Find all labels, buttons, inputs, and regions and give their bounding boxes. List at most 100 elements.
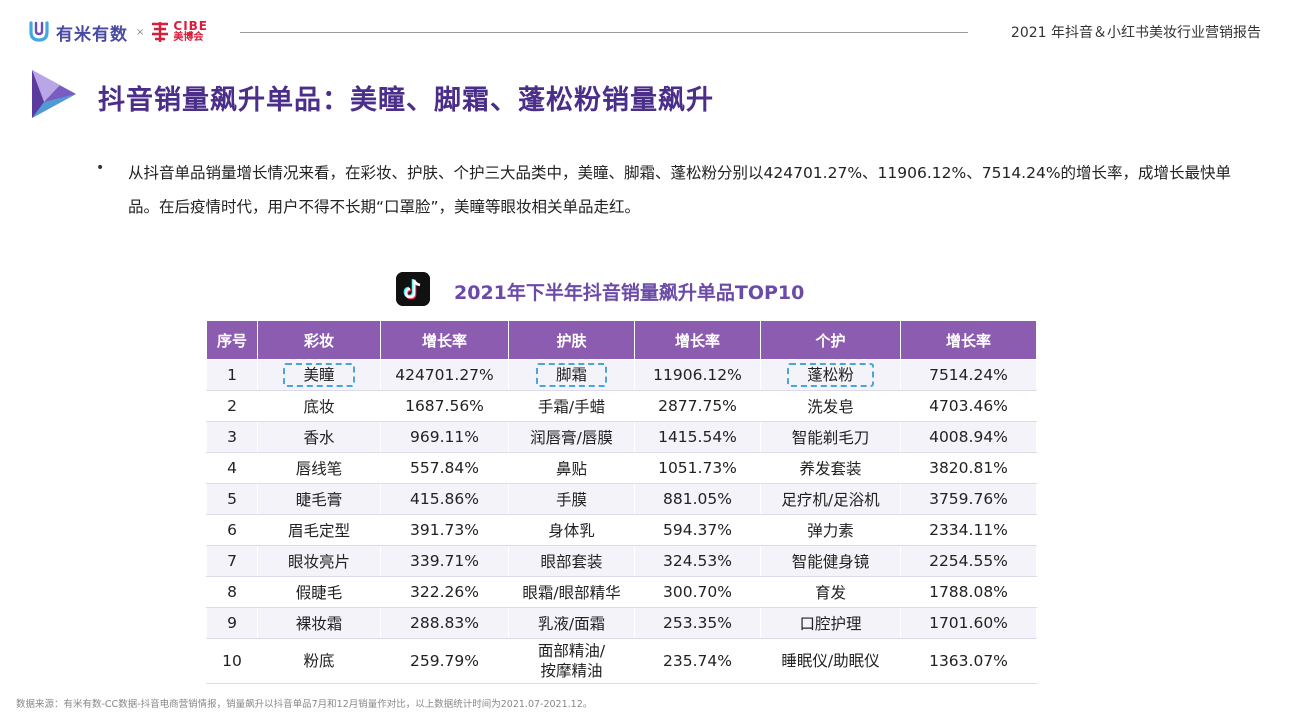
cell-rank: 1 [206, 359, 258, 391]
cell-personal-care-growth: 2334.11% [900, 514, 1037, 546]
cell-rank: 6 [206, 514, 258, 546]
cell-rank: 5 [206, 483, 258, 515]
cell-skincare: 眼部套装 [508, 545, 635, 577]
table-title: 2021年下半年抖音销量飙升单品TOP10 [454, 282, 805, 304]
cell-personal-care: 蓬松粉 [760, 359, 901, 391]
cell-makeup-growth: 259.79% [380, 638, 509, 684]
cell-personal-care: 弹力素 [760, 514, 901, 546]
cell-personal-care-growth: 1363.07% [900, 638, 1037, 684]
cell-makeup: 底妆 [257, 390, 381, 422]
triangle-logo-icon [32, 70, 76, 118]
cell-personal-care: 智能剃毛刀 [760, 421, 901, 453]
table-row: 7 眼妆亮片 339.71% 眼部套装 324.53% 智能健身镜 2254.55% [206, 545, 1037, 577]
cell-makeup-growth: 1687.56% [380, 390, 509, 422]
report-title: 2021 年抖音＆小红书美妆行业营销报告 [1010, 25, 1261, 41]
bullet-text: 从抖音单品销量增长情况来看，在彩妆、护肤、个护三大品类中，美瞳、脚霜、蓬松粉分别… [128, 164, 1232, 216]
cell-skincare: 手霜/手蜡 [508, 390, 635, 422]
cell-makeup: 唇线笔 [257, 452, 381, 484]
cell-skincare: 脚霜 [508, 359, 635, 391]
header-personal-care-growth: 增长率 [900, 320, 1037, 360]
table-row: 10 粉底 259.79% 面部精油/ 按摩精油 235.74% 睡眠仪/助眠仪 1363.… [206, 638, 1037, 684]
header-makeup: 彩妆 [257, 320, 381, 360]
cell-skincare: 身体乳 [508, 514, 635, 546]
cell-skincare: 眼霜/眼部精华 [508, 576, 635, 608]
cell-skincare-growth: 300.70% [634, 576, 761, 608]
cell-personal-care-growth: 7514.24% [900, 359, 1037, 391]
cell-skincare-growth: 881.05% [634, 483, 761, 515]
cell-makeup-growth: 391.73% [380, 514, 509, 546]
table-row: 2 底妆 1687.56% 手霜/手蜡 2877.75% 洗发皂 4703.46% [206, 390, 1037, 422]
cell-personal-care-growth: 3759.76% [900, 483, 1037, 515]
youmi-logo-icon [29, 21, 49, 42]
brand-separator: × [136, 26, 145, 38]
tiktok-icon [396, 272, 430, 306]
brand-name: 有米有数 [56, 24, 128, 45]
cell-makeup: 裸妆霜 [257, 607, 381, 639]
header-skincare-growth: 增长率 [634, 320, 761, 360]
cell-skincare: 乳液/面霜 [508, 607, 635, 639]
header-rank: 序号 [206, 320, 258, 360]
cell-makeup: 眼妆亮片 [257, 545, 381, 577]
header-skincare: 护肤 [508, 320, 635, 360]
cell-makeup: 睫毛膏 [257, 483, 381, 515]
cell-rank: 4 [206, 452, 258, 484]
cell-personal-care: 育发 [760, 576, 901, 608]
brand-logos: 有米有数 × CIBE 美博会 [28, 14, 208, 50]
cell-skincare-growth: 1415.54% [634, 421, 761, 453]
table-header-row: 序号 彩妆 增长率 护肤 增长率 个护 增长率 [206, 320, 1037, 360]
cell-skincare-growth: 253.35% [634, 607, 761, 639]
cell-rank: 10 [206, 638, 258, 684]
cell-personal-care-growth: 3820.81% [900, 452, 1037, 484]
cell-personal-care: 口腔护理 [760, 607, 901, 639]
header-makeup-growth: 增长率 [380, 320, 509, 360]
cibe-logo-icon [152, 22, 169, 42]
table-row: 1 美瞳 424701.27% 脚霜 11906.12% 蓬松粉 7514.24% [206, 359, 1037, 391]
footnote: 数据来源：有米有数-CC数据-抖音电商营销情报，销量飙升以抖音单品7月和12月销… [16, 699, 593, 710]
table-row: 4 唇线笔 557.84% 鼻贴 1051.73% 养发套装 3820.81% [206, 452, 1037, 484]
cell-makeup: 香水 [257, 421, 381, 453]
cell-makeup-growth: 969.11% [380, 421, 509, 453]
cell-rank: 3 [206, 421, 258, 453]
cell-personal-care-growth: 4703.46% [900, 390, 1037, 422]
cell-personal-care: 睡眠仪/助眠仪 [760, 638, 901, 684]
header-personal-care: 个护 [760, 320, 901, 360]
cell-rank: 7 [206, 545, 258, 577]
cell-makeup-growth: 557.84% [380, 452, 509, 484]
table-row: 6 眉毛定型 391.73% 身体乳 594.37% 弹力素 2334.11% [206, 514, 1037, 546]
cell-personal-care: 养发套装 [760, 452, 901, 484]
cell-makeup: 粉底 [257, 638, 381, 684]
table-row: 8 假睫毛 322.26% 眼霜/眼部精华 300.70% 育发 1788.08% [206, 576, 1037, 608]
cell-skincare: 手膜 [508, 483, 635, 515]
cell-skincare: 面部精油/ 按摩精油 [508, 638, 635, 684]
cell-skincare-growth: 1051.73% [634, 452, 761, 484]
cell-personal-care-growth: 2254.55% [900, 545, 1037, 577]
cell-personal-care-growth: 1788.08% [900, 576, 1037, 608]
cibe-logo: CIBE 美博会 [150, 20, 208, 44]
highlighted-top-item: 蓬松粉 [787, 363, 874, 387]
cell-makeup-growth: 322.26% [380, 576, 509, 608]
cell-makeup-growth: 424701.27% [380, 359, 509, 391]
cell-makeup: 美瞳 [257, 359, 381, 391]
cell-skincare: 鼻贴 [508, 452, 635, 484]
cell-makeup-growth: 288.83% [380, 607, 509, 639]
cell-personal-care-growth: 4008.94% [900, 421, 1037, 453]
cell-skincare-growth: 11906.12% [634, 359, 761, 391]
highlighted-top-item: 脚霜 [535, 363, 607, 387]
cell-personal-care: 洗发皂 [760, 390, 901, 422]
highlighted-top-item: 美瞳 [283, 363, 355, 387]
header-divider [240, 32, 968, 33]
page-title: 抖音销量飙升单品：美瞳、脚霜、蓬松粉销量飙升 [98, 85, 714, 116]
cibe-cn: 美博会 [173, 32, 204, 43]
cell-skincare: 润唇膏/唇膜 [508, 421, 635, 453]
table-row: 9 裸妆霜 288.83% 乳液/面霜 253.35% 口腔护理 1701.60% [206, 607, 1037, 639]
cell-skincare-growth: 235.74% [634, 638, 761, 684]
bullet-marker: • [96, 160, 105, 176]
cell-makeup-growth: 339.71% [380, 545, 509, 577]
top10-table: 序号 彩妆 增长率 护肤 增长率 个护 增长率 1 美瞳 424701.27% 脚霜 1… [206, 320, 1037, 684]
cell-skincare-growth: 2877.75% [634, 390, 761, 422]
cell-personal-care: 足疗机/足浴机 [760, 483, 901, 515]
cell-makeup: 假睫毛 [257, 576, 381, 608]
cell-personal-care: 智能健身镜 [760, 545, 901, 577]
cell-rank: 2 [206, 390, 258, 422]
table-row: 3 香水 969.11% 润唇膏/唇膜 1415.54% 智能剃毛刀 4008.94% [206, 421, 1037, 453]
